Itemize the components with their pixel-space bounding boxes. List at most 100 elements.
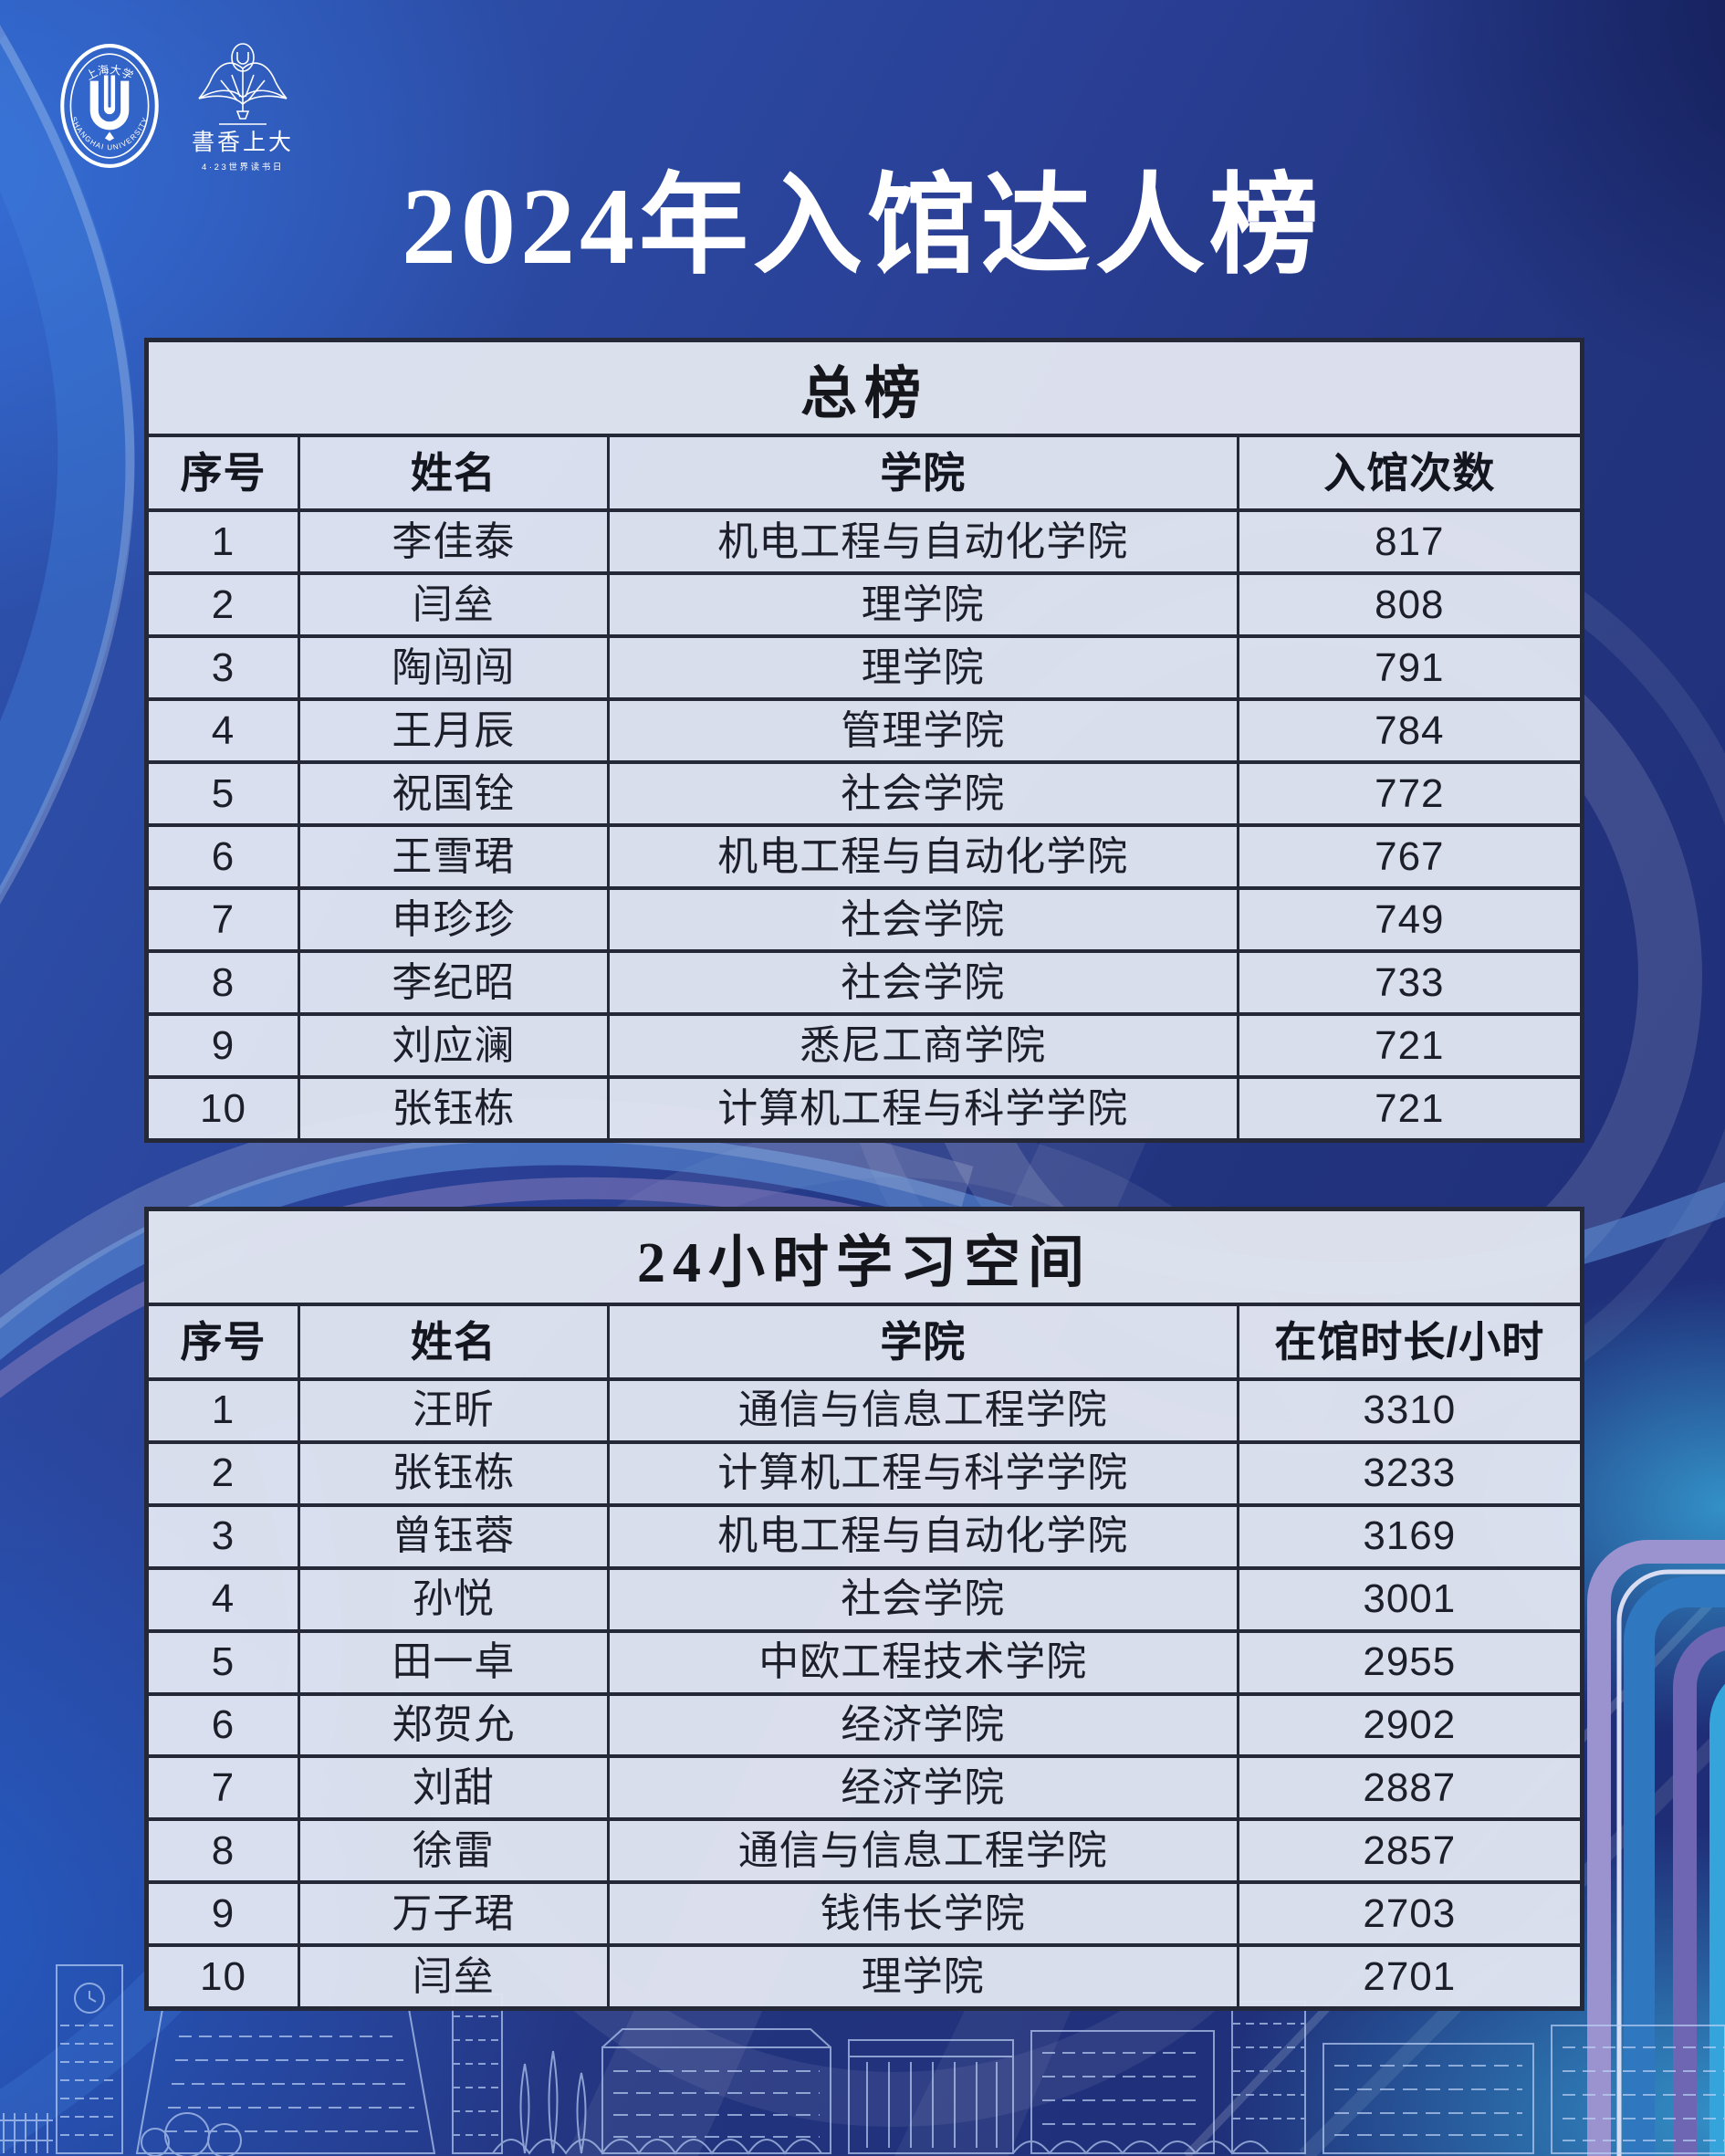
table-cell: 9 [149, 1012, 298, 1075]
table-cell: 理学院 [606, 571, 1237, 634]
table-cell: 6 [149, 823, 298, 886]
table-cell: 2955 [1236, 1628, 1580, 1692]
table-cell: 悉尼工商学院 [606, 1012, 1237, 1075]
table-cell: 3169 [1236, 1502, 1580, 1566]
table-cell: 李纪昭 [298, 949, 607, 1012]
table-cell: 徐雷 [298, 1817, 607, 1881]
table-cell: 通信与信息工程学院 [606, 1817, 1237, 1881]
column-header: 序号 [149, 434, 298, 508]
table-cell: 2 [149, 1439, 298, 1503]
table-cell: 机电工程与自动化学院 [606, 508, 1237, 571]
table-cell: 749 [1236, 886, 1580, 949]
column-header: 姓名 [298, 1303, 607, 1377]
table-cell: 733 [1236, 949, 1580, 1012]
table-cell: 社会学院 [606, 886, 1237, 949]
table-cell: 2887 [1236, 1754, 1580, 1818]
table-cell: 社会学院 [606, 949, 1237, 1012]
table-cell: 中欧工程技术学院 [606, 1628, 1237, 1692]
table-cell: 4 [149, 697, 298, 760]
table-cell: 张钰栋 [298, 1439, 607, 1503]
table-cell: 817 [1236, 508, 1580, 571]
table-cell: 5 [149, 760, 298, 823]
table-cell: 曾钰蓉 [298, 1502, 607, 1566]
table-cell: 理学院 [606, 634, 1237, 697]
table-cell: 7 [149, 886, 298, 949]
column-header: 姓名 [298, 434, 607, 508]
university-logo-cn-text: 上海大学 [84, 62, 136, 82]
table-cell: 6 [149, 1691, 298, 1755]
svg-text:上海大学: 上海大学 [84, 62, 136, 82]
table-cell: 社会学院 [606, 760, 1237, 823]
column-header: 学院 [606, 1303, 1237, 1377]
table-cell: 汪昕 [298, 1377, 607, 1440]
table-cell: 祝国铨 [298, 760, 607, 823]
table-cell: 2857 [1236, 1817, 1580, 1881]
table-cell: 通信与信息工程学院 [606, 1377, 1237, 1440]
table-cell: 1 [149, 508, 298, 571]
event-logo-name-text: 書香上大 [192, 130, 294, 155]
table-cell: 3310 [1236, 1377, 1580, 1440]
table-cell: 刘甜 [298, 1754, 607, 1818]
table-cell: 王雪珺 [298, 823, 607, 886]
table-cell: 3 [149, 634, 298, 697]
event-logo-subtitle-text: 4·23世界读书日 [202, 162, 284, 173]
table-cell: 2703 [1236, 1880, 1580, 1944]
table-cell: 5 [149, 1628, 298, 1692]
table-cell: 管理学院 [606, 697, 1237, 760]
table-cell: 9 [149, 1880, 298, 1944]
table-cell: 田一卓 [298, 1628, 607, 1692]
table-cell: 772 [1236, 760, 1580, 823]
table-cell: 刘应澜 [298, 1012, 607, 1075]
table-cell: 784 [1236, 697, 1580, 760]
shanghai-university-logo-icon: 上海大学 SHANGHAI UNIVERSITY [60, 44, 159, 168]
table-cell: 李佳泰 [298, 508, 607, 571]
table-cell: 社会学院 [606, 1565, 1237, 1629]
table-cell: 3233 [1236, 1439, 1580, 1503]
table-cell: 张钰栋 [298, 1075, 607, 1138]
table-cell: 申珍珍 [298, 886, 607, 949]
table-cell: 8 [149, 1817, 298, 1881]
table-cell: 8 [149, 949, 298, 1012]
table-cell: 10 [149, 1075, 298, 1138]
table-cell: 经济学院 [606, 1691, 1237, 1755]
table-cell: 孙悦 [298, 1565, 607, 1629]
table-cell: 王月辰 [298, 697, 607, 760]
table-cell: 2 [149, 571, 298, 634]
table-cell: 808 [1236, 571, 1580, 634]
table-cell: 2902 [1236, 1691, 1580, 1755]
table-cell: 1 [149, 1377, 298, 1440]
table-title: 总榜 [149, 342, 1580, 434]
column-header: 序号 [149, 1303, 298, 1377]
table-overall-ranking: 总榜 序号 姓名 学院 入馆次数 1 李佳泰 机电工程与自动化学院 817 2 闫垒 理学院 808 3… [144, 338, 1584, 1143]
table-cell: 钱伟长学院 [606, 1880, 1237, 1944]
column-header: 入馆次数 [1236, 434, 1580, 508]
table-cell: 721 [1236, 1012, 1580, 1075]
table-cell: 计算机工程与科学学院 [606, 1075, 1237, 1138]
table-title: 24小时学习空间 [149, 1211, 1580, 1303]
table-cell: 7 [149, 1754, 298, 1818]
table-cell: 机电工程与自动化学院 [606, 1502, 1237, 1566]
column-header: 在馆时长/小时 [1236, 1303, 1580, 1377]
table-cell: 791 [1236, 634, 1580, 697]
reading-festival-logo-icon: 書香上大 4·23世界读书日 [192, 43, 294, 173]
table-cell: 闫垒 [298, 571, 607, 634]
table-cell: 2701 [1236, 1943, 1580, 2006]
table-cell: 郑贺允 [298, 1691, 607, 1755]
table-cell: 经济学院 [606, 1754, 1237, 1818]
table-cell: 机电工程与自动化学院 [606, 823, 1237, 886]
table-cell: 767 [1236, 823, 1580, 886]
table-cell: 721 [1236, 1075, 1580, 1138]
table-cell: 理学院 [606, 1943, 1237, 2006]
table-cell: 4 [149, 1565, 298, 1629]
table-cell: 10 [149, 1943, 298, 2006]
table-cell: 3001 [1236, 1565, 1580, 1629]
table-cell: 3 [149, 1502, 298, 1566]
page-title: 2024年入馆达人榜 [402, 165, 1323, 287]
table-cell: 闫垒 [298, 1943, 607, 2006]
table-cell: 万子珺 [298, 1880, 607, 1944]
column-header: 学院 [606, 434, 1237, 508]
table-cell: 计算机工程与科学学院 [606, 1439, 1237, 1503]
table-24h-study-space: 24小时学习空间 序号 姓名 学院 在馆时长/小时 1 汪昕 通信与信息工程学院 3310 2 张… [144, 1207, 1584, 2011]
table-cell: 陶闯闯 [298, 634, 607, 697]
